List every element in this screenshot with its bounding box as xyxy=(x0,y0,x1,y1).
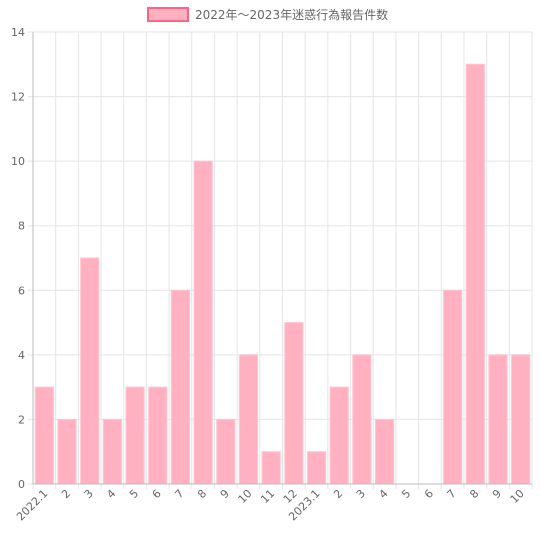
x-tick-label: 3 xyxy=(354,487,368,501)
bar[interactable] xyxy=(465,63,485,485)
x-tick-label: 2 xyxy=(331,487,345,501)
x-tick-label: 11 xyxy=(258,487,277,506)
bar[interactable] xyxy=(284,322,304,485)
bar[interactable] xyxy=(170,289,191,485)
y-tick-label: 0 xyxy=(18,478,25,491)
y-axis: 0 2 4 6 8 10 12 14 xyxy=(11,26,34,491)
bars xyxy=(34,63,531,485)
bar[interactable] xyxy=(148,386,168,485)
bar[interactable] xyxy=(57,418,77,485)
x-tick-label: 9 xyxy=(218,487,232,501)
bar[interactable] xyxy=(193,160,213,485)
x-tick-label: 7 xyxy=(172,487,186,501)
y-tick-label: 6 xyxy=(18,284,25,297)
grid xyxy=(28,31,533,489)
bar[interactable] xyxy=(238,354,259,485)
x-tick-label: 3 xyxy=(82,487,96,501)
x-tick-label: 4 xyxy=(377,487,391,501)
y-tick-label: 4 xyxy=(18,349,25,362)
x-tick-label: 7 xyxy=(445,487,459,501)
y-tick-label: 10 xyxy=(11,155,25,168)
x-tick-label: 6 xyxy=(150,487,164,501)
bar[interactable] xyxy=(306,451,327,485)
x-tick-label: 2022.1 xyxy=(14,487,50,523)
legend-swatch xyxy=(147,7,189,22)
bar[interactable] xyxy=(80,257,100,485)
bar[interactable] xyxy=(125,386,145,485)
bar[interactable] xyxy=(352,354,372,485)
bar[interactable] xyxy=(488,354,508,485)
bar[interactable] xyxy=(511,354,531,485)
y-tick-label: 14 xyxy=(11,26,25,39)
bar[interactable] xyxy=(261,451,281,485)
x-tick-label: 5 xyxy=(399,487,413,501)
x-tick-label: 5 xyxy=(127,487,141,501)
legend[interactable]: 2022年～2023年迷惑行為報告件数 xyxy=(147,7,388,22)
x-tick-label: 8 xyxy=(195,487,209,501)
x-tick-label: 4 xyxy=(104,487,118,501)
x-tick-label: 2 xyxy=(59,487,73,501)
legend-label: 2022年～2023年迷惑行為報告件数 xyxy=(195,7,388,22)
bar[interactable] xyxy=(443,289,463,485)
y-tick-label: 12 xyxy=(11,91,25,104)
bar[interactable] xyxy=(374,418,395,485)
x-tick-label: 9 xyxy=(490,487,504,501)
bar[interactable] xyxy=(102,418,122,485)
bar[interactable] xyxy=(34,386,54,485)
x-tick-label: 10 xyxy=(236,487,255,506)
y-tick-label: 8 xyxy=(18,220,25,233)
x-tick-label: 6 xyxy=(422,487,436,501)
bar[interactable] xyxy=(216,418,236,485)
y-tick-label: 2 xyxy=(18,413,25,426)
bar[interactable] xyxy=(329,386,349,485)
x-tick-label: 10 xyxy=(508,487,527,506)
x-tick-label: 8 xyxy=(467,487,481,501)
